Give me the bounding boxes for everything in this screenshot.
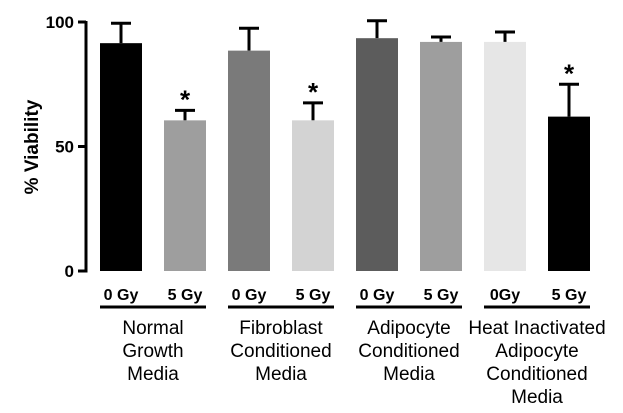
group-label-line: Conditioned	[486, 364, 587, 385]
bar	[228, 50, 270, 272]
condition-label: 5 Gy	[168, 287, 203, 304]
condition-label: 5 Gy	[552, 287, 587, 304]
group-label-line: Media	[383, 364, 435, 385]
condition-label: 0 Gy	[360, 287, 395, 304]
group-label-line: Adipocyte	[367, 318, 450, 339]
bar	[292, 120, 334, 271]
significance-star: *	[308, 77, 319, 107]
group-label-line: Conditioned	[358, 341, 459, 362]
condition-label: 0 Gy	[232, 287, 267, 304]
plot-area: 0 50 100 0 Gy * 5 Gy 0 Gy * 5 Gy 0 Gy 5 Gy 0Gy * 5 Gy…	[46, 13, 606, 408]
bar	[356, 38, 398, 272]
group-label-line: Media	[127, 364, 179, 385]
group-label-line: Growth	[122, 341, 183, 362]
condition-label: 0Gy	[490, 287, 520, 304]
condition-label: 5 Gy	[296, 287, 331, 304]
significance-star: *	[180, 84, 191, 114]
bar	[548, 116, 590, 272]
bar	[420, 41, 462, 271]
group-label-line: Conditioned	[230, 341, 331, 362]
bar	[484, 41, 526, 271]
bar	[100, 43, 142, 271]
condition-label: 5 Gy	[424, 287, 459, 304]
group-label-line: Heat Inactivated	[468, 318, 605, 339]
group-label: Fibroblast Conditioned Media	[230, 318, 331, 385]
group-label-line: Adipocyte	[495, 341, 578, 362]
condition-label: 0 Gy	[104, 287, 139, 304]
bar	[164, 120, 206, 271]
significance-star: *	[564, 58, 575, 88]
group-label: Adipocyte Conditioned Media	[358, 318, 459, 385]
y-axis-label: % Viability	[22, 99, 43, 194]
y-tick-label: 100	[46, 13, 74, 32]
group-label-line: Media	[255, 364, 307, 385]
y-tick-label: 50	[55, 138, 74, 157]
group-label: Heat Inactivated Adipocyte Conditioned Medi…	[468, 318, 605, 408]
group-label: Normal Growth Media	[122, 318, 183, 385]
group-label-line: Media	[511, 387, 563, 408]
y-tick-label: 0	[65, 262, 74, 281]
group-label-line: Normal	[122, 318, 183, 339]
group-label-line: Fibroblast	[239, 318, 323, 339]
